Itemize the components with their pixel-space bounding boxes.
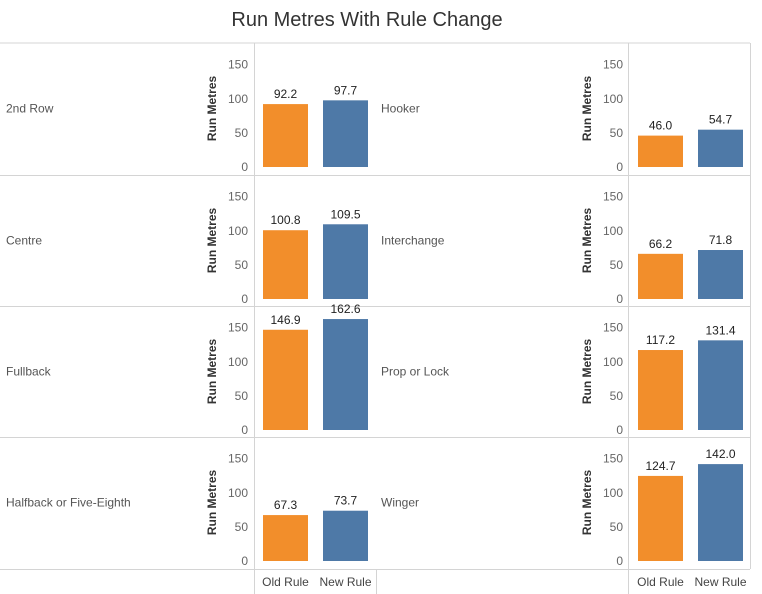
y-tick-interchange-0: 0 bbox=[616, 292, 623, 306]
data-label-prop-or-lock-old-rule: 117.2 bbox=[646, 333, 675, 347]
y-tick-2nd-row-0: 0 bbox=[241, 160, 248, 174]
y-tick-hooker-100: 100 bbox=[603, 92, 623, 106]
y-tick-2nd-row-150: 150 bbox=[228, 58, 248, 72]
y-tick-hooker-150: 150 bbox=[603, 58, 623, 72]
bar-winger-new-rule bbox=[698, 464, 743, 561]
y-tick-fullback-50: 50 bbox=[235, 389, 249, 403]
x-tick-new-rule-0: New Rule bbox=[319, 575, 371, 589]
y-tick-fullback-150: 150 bbox=[228, 321, 248, 335]
data-label-fullback-new-rule: 162.6 bbox=[330, 302, 360, 316]
y-tick-fullback-100: 100 bbox=[228, 355, 248, 369]
y-tick-2nd-row-100: 100 bbox=[228, 92, 248, 106]
bar-centre-old-rule bbox=[263, 230, 308, 299]
y-axis-title-centre: Run Metres bbox=[205, 208, 219, 274]
x-tick-old-rule-1: Old Rule bbox=[637, 575, 684, 589]
bar-prop-or-lock-new-rule bbox=[698, 340, 743, 430]
y-tick-halfback-or-five-eighth-0: 0 bbox=[241, 554, 248, 568]
y-axis-title-winger: Run Metres bbox=[580, 470, 594, 536]
chart-title: Run Metres With Rule Change bbox=[231, 9, 503, 31]
data-label-winger-old-rule: 124.7 bbox=[645, 459, 675, 473]
data-label-hooker-new-rule: 54.7 bbox=[709, 113, 733, 127]
data-label-prop-or-lock-new-rule: 131.4 bbox=[705, 323, 735, 337]
bar-interchange-old-rule bbox=[638, 253, 683, 299]
y-tick-halfback-or-five-eighth-50: 50 bbox=[235, 520, 249, 534]
data-label-centre-new-rule: 109.5 bbox=[330, 207, 360, 221]
bar-prop-or-lock-old-rule bbox=[638, 350, 683, 430]
data-label-interchange-new-rule: 71.8 bbox=[709, 233, 733, 247]
row-label-halfback-or-five-eighth: Halfback or Five-Eighth bbox=[6, 496, 131, 510]
data-label-hooker-old-rule: 46.0 bbox=[649, 119, 673, 133]
y-tick-prop-or-lock-100: 100 bbox=[603, 355, 623, 369]
row-label-fullback: Fullback bbox=[6, 365, 52, 379]
y-tick-prop-or-lock-150: 150 bbox=[603, 321, 623, 335]
data-label-halfback-or-five-eighth-new-rule: 73.7 bbox=[334, 494, 358, 508]
x-tick-new-rule-1: New Rule bbox=[694, 575, 746, 589]
y-tick-fullback-0: 0 bbox=[241, 423, 248, 437]
y-tick-hooker-0: 0 bbox=[616, 160, 623, 174]
bar-winger-old-rule bbox=[638, 475, 683, 561]
data-label-centre-old-rule: 100.8 bbox=[270, 213, 300, 227]
x-tick-old-rule-0: Old Rule bbox=[262, 575, 309, 589]
row-label-2nd-row: 2nd Row bbox=[6, 102, 54, 116]
y-tick-winger-150: 150 bbox=[603, 452, 623, 466]
y-tick-interchange-100: 100 bbox=[603, 224, 623, 238]
bar-2nd-row-new-rule bbox=[323, 100, 368, 167]
y-tick-halfback-or-five-eighth-100: 100 bbox=[228, 486, 248, 500]
bar-halfback-or-five-eighth-new-rule bbox=[323, 510, 368, 561]
y-tick-prop-or-lock-0: 0 bbox=[616, 423, 623, 437]
bar-fullback-old-rule bbox=[263, 329, 308, 430]
row-label-winger: Winger bbox=[381, 496, 419, 510]
y-tick-winger-0: 0 bbox=[616, 554, 623, 568]
y-tick-centre-50: 50 bbox=[235, 258, 249, 272]
bar-halfback-or-five-eighth-old-rule bbox=[263, 515, 308, 561]
bar-hooker-new-rule bbox=[698, 129, 743, 167]
data-label-winger-new-rule: 142.0 bbox=[705, 447, 735, 461]
row-label-interchange: Interchange bbox=[381, 234, 445, 248]
y-axis-title-2nd-row: Run Metres bbox=[205, 76, 219, 142]
data-label-fullback-old-rule: 146.9 bbox=[270, 313, 300, 327]
bar-centre-new-rule bbox=[323, 224, 368, 299]
y-tick-halfback-or-five-eighth-150: 150 bbox=[228, 452, 248, 466]
row-label-centre: Centre bbox=[6, 234, 42, 248]
y-tick-2nd-row-50: 50 bbox=[235, 126, 249, 140]
y-tick-interchange-150: 150 bbox=[603, 190, 623, 204]
data-label-2nd-row-new-rule: 97.7 bbox=[334, 83, 358, 97]
data-label-2nd-row-old-rule: 92.2 bbox=[274, 87, 298, 101]
y-axis-title-hooker: Run Metres bbox=[580, 76, 594, 142]
bar-2nd-row-old-rule bbox=[263, 104, 308, 167]
y-tick-winger-100: 100 bbox=[603, 486, 623, 500]
y-tick-prop-or-lock-50: 50 bbox=[610, 389, 624, 403]
y-tick-centre-0: 0 bbox=[241, 292, 248, 306]
bar-fullback-new-rule bbox=[323, 319, 368, 430]
y-tick-hooker-50: 50 bbox=[610, 126, 624, 140]
y-axis-title-halfback-or-five-eighth: Run Metres bbox=[205, 470, 219, 536]
y-axis-title-fullback: Run Metres bbox=[205, 339, 219, 405]
row-label-hooker: Hooker bbox=[381, 102, 420, 116]
y-tick-centre-150: 150 bbox=[228, 190, 248, 204]
bar-hooker-old-rule bbox=[638, 135, 683, 167]
y-axis-title-interchange: Run Metres bbox=[580, 208, 594, 274]
y-tick-interchange-50: 50 bbox=[610, 258, 624, 272]
y-tick-centre-100: 100 bbox=[228, 224, 248, 238]
y-axis-title-prop-or-lock: Run Metres bbox=[580, 339, 594, 405]
data-label-interchange-old-rule: 66.2 bbox=[649, 237, 673, 251]
y-tick-winger-50: 50 bbox=[610, 520, 624, 534]
row-label-prop-or-lock: Prop or Lock bbox=[381, 365, 450, 379]
data-label-halfback-or-five-eighth-old-rule: 67.3 bbox=[274, 498, 298, 512]
bar-interchange-new-rule bbox=[698, 250, 743, 299]
